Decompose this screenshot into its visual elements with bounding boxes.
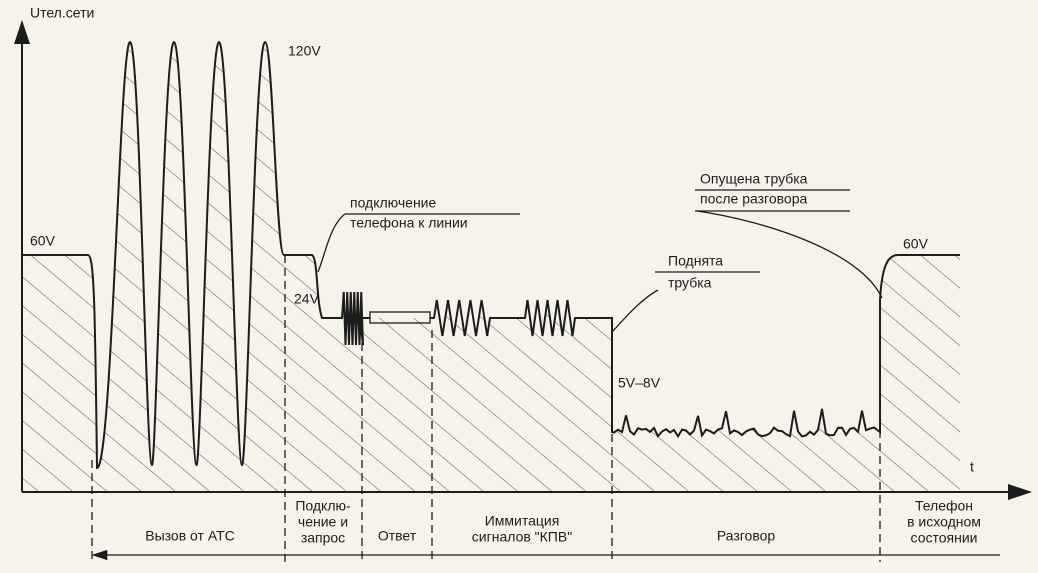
annotation: после разговора [700, 191, 807, 207]
level-label: 60V [903, 236, 929, 252]
phase-label: в исходном [907, 514, 981, 530]
level-label: 60V [30, 233, 56, 249]
phase-label: Разговор [717, 528, 776, 544]
phase-label: состоянии [911, 530, 978, 546]
annotation: подключение [350, 195, 437, 211]
phase-label: запрос [301, 530, 345, 546]
phase-label: Ответ [378, 528, 417, 544]
phase-label: чение и [298, 514, 348, 530]
phase-label: Подклю- [295, 498, 351, 514]
resistor [369, 311, 431, 324]
x-axis-label: t [970, 459, 974, 475]
annotation: Опущена трубка [700, 171, 808, 187]
annotation: Поднята [668, 253, 723, 269]
y-axis-label: Uтел.сети [30, 5, 94, 21]
phase-dividers [91, 255, 881, 562]
annotation: трубка [668, 275, 712, 291]
level-label: 120V [288, 43, 321, 59]
level-label: 24V [294, 291, 320, 307]
annotation-lines [317, 189, 883, 333]
level-label: 5V–8V [618, 375, 661, 391]
phase-label: Телефон [915, 498, 973, 514]
annotation: телефона к линии [350, 215, 468, 231]
waveform [22, 40, 960, 470]
phase-label: Иммитация [485, 513, 560, 529]
phase-label: Вызов от АТС [145, 528, 234, 544]
phase-label: сигналов "КПВ" [472, 529, 572, 545]
